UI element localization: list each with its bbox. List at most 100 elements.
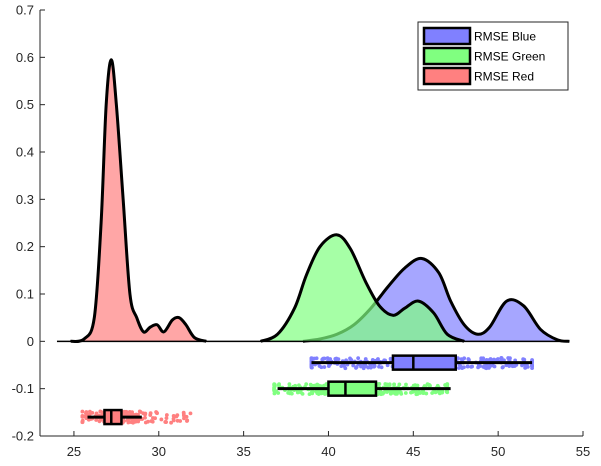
jitter-point bbox=[322, 365, 327, 369]
jitter-point bbox=[287, 382, 292, 387]
jitter-point bbox=[188, 411, 193, 416]
jitter-point bbox=[314, 389, 319, 394]
jitter-point bbox=[387, 382, 392, 387]
jitter-point bbox=[304, 382, 309, 387]
jitter-point bbox=[309, 365, 314, 370]
jitter-point bbox=[363, 364, 368, 369]
jitter-point bbox=[274, 389, 279, 394]
jitter-point bbox=[159, 417, 164, 422]
jitter-point bbox=[385, 363, 390, 368]
y-tick-label: 0 bbox=[27, 334, 34, 349]
box-iqr bbox=[327, 380, 378, 397]
jitter-point bbox=[150, 419, 155, 424]
jitter-point bbox=[276, 383, 281, 388]
legend-label-rmse-red: RMSE Red bbox=[474, 70, 534, 84]
y-tick-label: 0.7 bbox=[16, 3, 34, 18]
jitter-points bbox=[80, 356, 534, 425]
jitter-point bbox=[379, 365, 384, 370]
jitter-point bbox=[478, 364, 483, 368]
jitter-point bbox=[164, 416, 169, 421]
y-tick-label: -0.1 bbox=[12, 381, 34, 396]
jitter-point bbox=[399, 392, 404, 396]
jitter-point bbox=[326, 364, 331, 369]
jitter-point bbox=[94, 411, 99, 416]
x-tick-label: 30 bbox=[152, 444, 166, 459]
jitter-point bbox=[308, 382, 313, 387]
boxplot-rmse-red bbox=[87, 408, 142, 426]
jitter-point bbox=[415, 383, 420, 388]
jitter-point bbox=[171, 416, 176, 421]
y-tick-label: 0.4 bbox=[16, 145, 34, 160]
axes: 25 30 35 40 45 50 55 -0.2 -0.1 0 0.1 0.2 0.3 0.4 0.5 0.… bbox=[12, 3, 591, 460]
y-tick-label: 0.1 bbox=[16, 287, 34, 302]
jitter-point bbox=[492, 364, 497, 369]
jitter-point bbox=[481, 357, 485, 362]
x-tick-label: 40 bbox=[321, 444, 335, 459]
jitter-point bbox=[459, 357, 464, 361]
x-tick-label: 50 bbox=[491, 444, 505, 459]
jitter-point bbox=[392, 382, 397, 387]
jitter-point bbox=[129, 412, 134, 416]
jitter-point bbox=[368, 365, 373, 370]
jitter-point bbox=[164, 413, 169, 417]
legend-swatch-rmse-green bbox=[422, 46, 472, 66]
jitter-point bbox=[356, 356, 361, 361]
jitter-point bbox=[163, 419, 168, 424]
jitter-point bbox=[82, 414, 87, 419]
jitter-point bbox=[182, 416, 186, 421]
jitter-point bbox=[380, 391, 385, 396]
jitter-point bbox=[397, 382, 402, 387]
jitter-point bbox=[90, 410, 95, 415]
jitter-point bbox=[506, 356, 511, 360]
jitter-point bbox=[417, 389, 421, 394]
jitter-point bbox=[481, 364, 486, 369]
jitter-point bbox=[510, 364, 515, 369]
jitter-point bbox=[333, 356, 338, 361]
jitter-point bbox=[377, 390, 382, 395]
boxplot-rmse-green bbox=[277, 380, 451, 397]
y-tick-label: 0.2 bbox=[16, 239, 34, 254]
jitter-point bbox=[126, 418, 130, 423]
jitter-point bbox=[174, 414, 179, 419]
jitter-point bbox=[133, 419, 138, 424]
jitter-point bbox=[289, 391, 294, 396]
jitter-point bbox=[141, 411, 146, 416]
jitter-point bbox=[316, 392, 321, 396]
jitter-point bbox=[428, 383, 432, 388]
jitter-point bbox=[487, 358, 492, 362]
jitter-point bbox=[321, 356, 326, 361]
jitter-point bbox=[143, 415, 147, 420]
jitter-point bbox=[94, 418, 99, 422]
jitter-point bbox=[143, 420, 148, 425]
jitter-point bbox=[460, 366, 464, 371]
jitter-point bbox=[456, 366, 461, 370]
jitter-point bbox=[322, 383, 326, 388]
jitter-point bbox=[409, 390, 413, 395]
density-fill-rmse-green bbox=[260, 234, 465, 342]
jitter-point bbox=[403, 391, 408, 395]
legend-label-rmse-green: RMSE Green bbox=[474, 50, 545, 64]
jitter-point bbox=[80, 409, 85, 414]
x-tick-label: 45 bbox=[406, 444, 420, 459]
jitter-point bbox=[507, 364, 512, 368]
jitter-point bbox=[151, 416, 155, 420]
y-tick-label: 0.6 bbox=[16, 50, 34, 65]
jitter-point bbox=[181, 412, 186, 416]
jitter-point bbox=[124, 412, 129, 416]
jitter-point bbox=[272, 386, 277, 391]
jitter-point bbox=[404, 382, 408, 387]
box-plots bbox=[87, 354, 533, 426]
density-outline-rmse-red bbox=[70, 58, 207, 343]
density-outline-rmse-green bbox=[260, 233, 465, 343]
density-clouds bbox=[56, 58, 570, 343]
jitter-point bbox=[98, 409, 103, 414]
jitter-point bbox=[169, 420, 173, 425]
jitter-point bbox=[328, 357, 333, 361]
jitter-point bbox=[467, 357, 471, 362]
jitter-point bbox=[185, 418, 190, 423]
legend-swatch-rmse-blue bbox=[422, 26, 472, 46]
jitter-point bbox=[155, 411, 159, 416]
jitter-point bbox=[351, 363, 356, 368]
y-tick-label: 0.3 bbox=[16, 192, 34, 207]
jitter-point bbox=[394, 390, 399, 395]
